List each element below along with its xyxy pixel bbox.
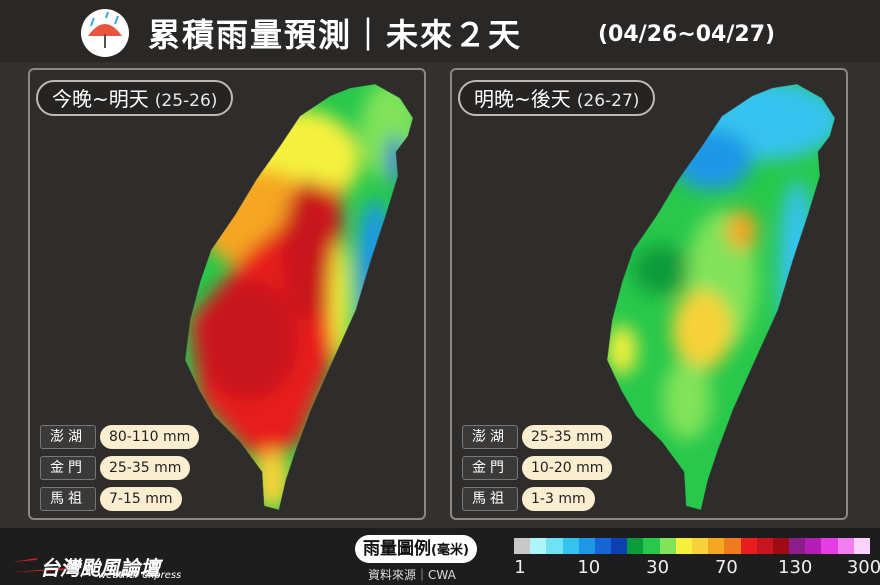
rain-map <box>607 84 835 510</box>
legend-swatch <box>594 538 612 554</box>
island-amount: 80-110 mm <box>100 425 200 449</box>
legend-swatch <box>692 538 709 554</box>
legend-unit: (毫米) <box>431 543 469 558</box>
legend-swatch <box>530 538 547 554</box>
legend-tick: 30 <box>646 557 670 578</box>
island-name: 金門 <box>462 456 518 480</box>
legend-tick: 300 <box>846 557 880 578</box>
legend-tick: 10 <box>577 557 601 578</box>
date-span: (26-27) <box>576 91 640 111</box>
source: 資料來源｜CWA <box>368 568 456 582</box>
umbrella-icon <box>81 9 129 57</box>
island-name: 馬祖 <box>40 487 96 511</box>
panel-title: 今晚~明天 (25-26) <box>36 80 234 116</box>
legend-swatch <box>789 538 806 554</box>
legend-swatch <box>578 538 596 554</box>
brand-sub: weather express <box>98 570 182 581</box>
legend-swatch <box>772 538 790 554</box>
legend-swatch <box>837 538 855 554</box>
legend-swatch <box>756 538 774 554</box>
legend-swatch <box>853 538 871 554</box>
legend-swatch <box>659 538 677 554</box>
rain-map <box>185 84 413 510</box>
island-amount: 25-35 mm <box>522 425 613 449</box>
island-amount: 1-3 mm <box>522 487 595 511</box>
island-name: 澎湖 <box>462 425 518 449</box>
maps <box>185 84 835 510</box>
legend-swatch <box>514 538 531 554</box>
island-name: 馬祖 <box>462 487 518 511</box>
date-range: (04/26~04/27) <box>598 22 776 47</box>
legend-tick: 70 <box>714 557 738 578</box>
legend-tick: 130 <box>778 557 813 578</box>
brand-name: 台灣颱風論壇 <box>40 556 160 580</box>
period: 明晚~後天 <box>474 87 571 111</box>
legend-swatch <box>675 538 693 554</box>
legend-swatch <box>724 538 742 554</box>
legend-swatch <box>611 538 628 554</box>
title: 累積雨量預測｜未來２天 <box>148 16 523 54</box>
legend-label: 雨量圖例 <box>363 539 431 559</box>
island-amount: 7-15 mm <box>100 487 182 511</box>
date-span: (25-26) <box>154 91 218 111</box>
legend-swatch <box>546 538 564 554</box>
legend-swatch <box>821 538 839 554</box>
legend-title: 雨量圖例(毫米) <box>355 535 477 563</box>
legend-tick: 1 <box>514 557 526 578</box>
legend-swatch <box>643 538 661 554</box>
island-amount: 10-20 mm <box>522 456 613 480</box>
period: 今晚~明天 <box>52 87 149 111</box>
island-name: 金門 <box>40 456 96 480</box>
legend-swatch <box>708 538 725 554</box>
legend-swatch <box>805 538 822 554</box>
island-amount: 25-35 mm <box>100 456 191 480</box>
island-name: 澎湖 <box>40 425 96 449</box>
panel-title: 明晚~後天 (26-27) <box>458 80 656 116</box>
brand-swoosh <box>12 558 70 572</box>
legend-swatch <box>627 538 644 554</box>
legend-swatch <box>740 538 758 554</box>
legend-swatch <box>562 538 580 554</box>
header <box>0 0 880 62</box>
